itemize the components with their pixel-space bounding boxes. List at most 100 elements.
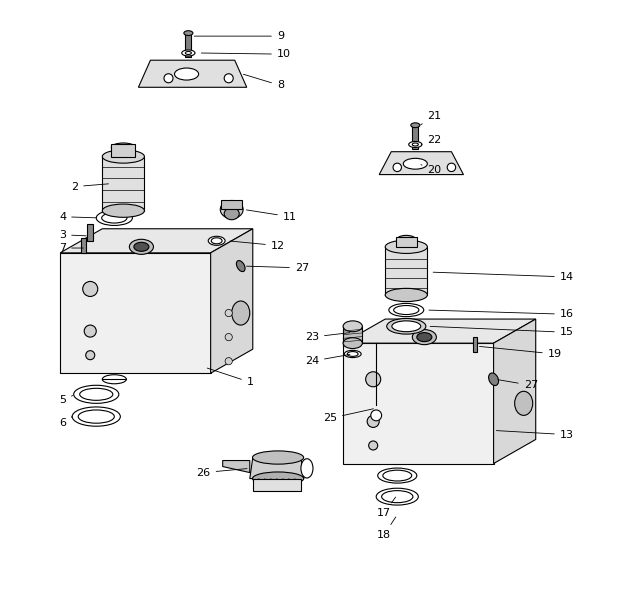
Ellipse shape [515, 391, 533, 415]
Text: 27: 27 [498, 380, 538, 390]
Polygon shape [494, 319, 536, 464]
Polygon shape [379, 152, 463, 175]
Bar [473, 337, 477, 352]
Ellipse shape [184, 31, 193, 36]
Polygon shape [211, 229, 253, 373]
Bar [186, 34, 191, 57]
Ellipse shape [220, 200, 243, 219]
Polygon shape [253, 479, 301, 491]
Polygon shape [385, 247, 427, 295]
Polygon shape [249, 458, 304, 479]
Polygon shape [343, 343, 494, 464]
Text: 26: 26 [197, 468, 247, 477]
Ellipse shape [102, 374, 126, 384]
Text: 7: 7 [59, 243, 83, 253]
Ellipse shape [83, 282, 98, 296]
Ellipse shape [164, 73, 173, 82]
Text: 13: 13 [496, 430, 574, 439]
Bar [87, 224, 93, 241]
Ellipse shape [378, 468, 417, 483]
Polygon shape [343, 319, 536, 343]
Text: 2: 2 [71, 182, 108, 191]
Ellipse shape [186, 52, 191, 55]
Ellipse shape [232, 301, 249, 325]
Text: 19: 19 [480, 346, 562, 359]
Text: 18: 18 [377, 517, 396, 539]
Text: 20: 20 [421, 165, 441, 175]
Text: 5: 5 [59, 396, 73, 405]
Ellipse shape [134, 242, 149, 252]
Text: 14: 14 [433, 272, 574, 282]
Ellipse shape [394, 306, 419, 314]
Ellipse shape [447, 163, 456, 172]
Text: 11: 11 [246, 210, 297, 222]
Bar [81, 238, 86, 253]
Ellipse shape [387, 318, 426, 334]
Ellipse shape [175, 68, 198, 80]
Ellipse shape [224, 208, 239, 220]
Text: 21: 21 [420, 111, 441, 125]
Ellipse shape [301, 459, 313, 478]
Polygon shape [223, 461, 249, 473]
Text: 22: 22 [421, 135, 441, 144]
Ellipse shape [343, 338, 362, 349]
Ellipse shape [224, 73, 234, 82]
Ellipse shape [225, 334, 232, 341]
Ellipse shape [397, 235, 415, 243]
Polygon shape [396, 237, 417, 247]
Ellipse shape [253, 472, 304, 485]
Ellipse shape [376, 488, 419, 505]
Ellipse shape [412, 329, 436, 344]
Text: 25: 25 [323, 409, 373, 423]
Ellipse shape [225, 309, 232, 317]
Ellipse shape [411, 123, 420, 128]
Polygon shape [60, 253, 211, 373]
Ellipse shape [347, 352, 358, 356]
Text: 24: 24 [305, 355, 350, 366]
Polygon shape [138, 60, 247, 87]
Ellipse shape [417, 332, 432, 341]
Ellipse shape [343, 321, 362, 332]
Ellipse shape [130, 239, 154, 254]
Ellipse shape [392, 321, 420, 332]
Ellipse shape [102, 150, 144, 163]
Ellipse shape [78, 410, 114, 423]
Bar [412, 126, 419, 149]
Ellipse shape [96, 210, 132, 225]
Text: 16: 16 [429, 309, 574, 319]
Polygon shape [60, 229, 253, 253]
Ellipse shape [253, 451, 304, 464]
Ellipse shape [385, 240, 427, 253]
Ellipse shape [102, 204, 144, 217]
Text: 15: 15 [430, 326, 574, 337]
Ellipse shape [345, 350, 361, 358]
Ellipse shape [72, 407, 121, 426]
Ellipse shape [237, 261, 245, 272]
Ellipse shape [409, 141, 422, 147]
Ellipse shape [208, 237, 225, 246]
Text: 1: 1 [207, 368, 254, 387]
Ellipse shape [225, 358, 232, 365]
Ellipse shape [489, 373, 498, 385]
Polygon shape [343, 326, 362, 343]
Text: 8: 8 [243, 74, 284, 90]
Ellipse shape [403, 158, 427, 169]
Text: 17: 17 [377, 497, 396, 518]
Ellipse shape [385, 288, 427, 302]
Ellipse shape [371, 410, 382, 421]
Ellipse shape [80, 388, 113, 400]
Ellipse shape [367, 415, 379, 427]
Ellipse shape [383, 470, 412, 481]
Text: 27: 27 [246, 263, 309, 273]
Text: 4: 4 [59, 212, 96, 222]
Text: 12: 12 [230, 241, 285, 250]
Text: 3: 3 [59, 230, 86, 240]
Ellipse shape [366, 371, 381, 386]
Ellipse shape [382, 491, 413, 503]
Ellipse shape [73, 385, 119, 403]
Text: 9: 9 [194, 31, 284, 41]
Ellipse shape [412, 143, 419, 146]
Text: 10: 10 [202, 49, 291, 59]
Text: 6: 6 [59, 417, 72, 427]
Polygon shape [221, 200, 242, 209]
